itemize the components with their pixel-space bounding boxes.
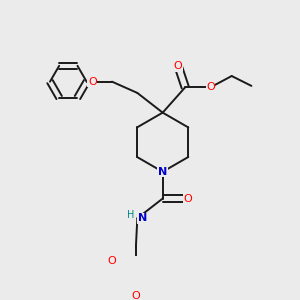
Text: O: O — [174, 61, 182, 71]
Text: N: N — [138, 213, 147, 223]
Text: O: O — [88, 76, 97, 87]
Text: O: O — [206, 82, 215, 92]
Text: O: O — [184, 194, 192, 203]
Text: O: O — [131, 291, 140, 300]
Text: H: H — [128, 210, 135, 220]
Text: O: O — [108, 256, 116, 266]
Text: N: N — [158, 167, 167, 177]
